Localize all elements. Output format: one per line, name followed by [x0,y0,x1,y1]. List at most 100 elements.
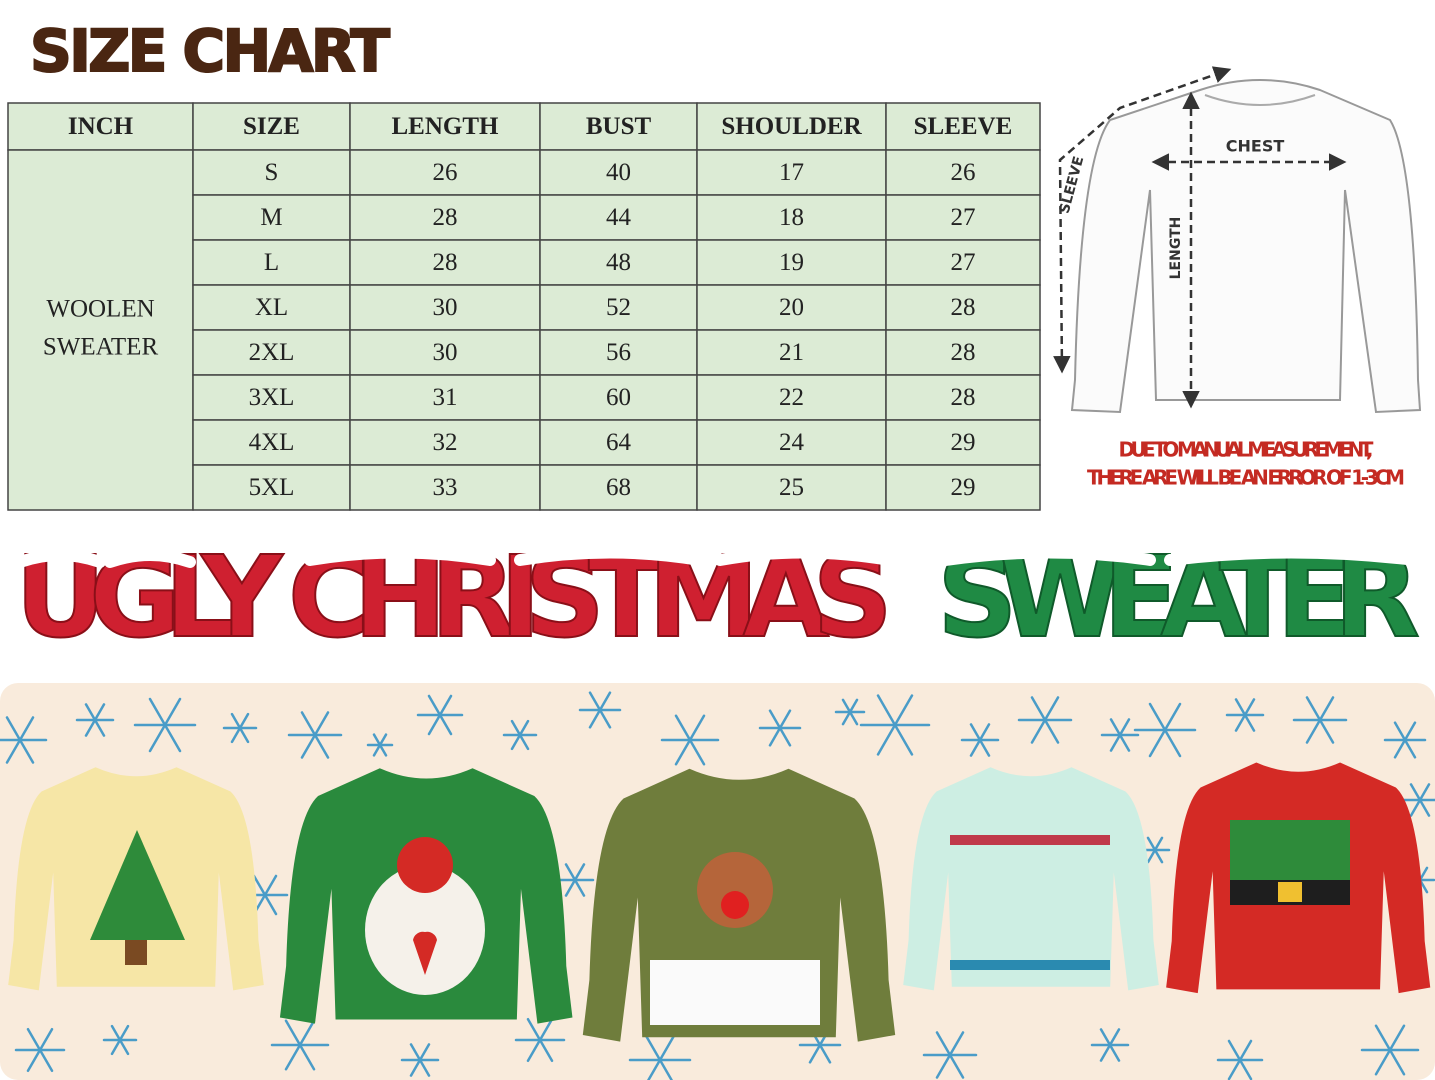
cell-text: 44 [606,204,632,231]
header-cell [885,102,1041,151]
table-cell [349,464,541,511]
snowflake [526,1017,554,1063]
cell-text: 4XL [249,429,295,456]
header-text: BUST [586,113,652,140]
cell-text: 22 [779,384,804,411]
cell-text: 29 [951,474,976,501]
table-cell [696,419,887,466]
table-cell [696,149,887,196]
table-cell [349,284,541,331]
cell-text: 5XL [249,474,295,501]
header-cell [349,102,541,151]
table-cell [885,149,1041,196]
table-cell [192,194,351,241]
header-cell [192,102,351,151]
table-cell [192,284,351,331]
snowflake [427,694,453,736]
table-cell [192,464,351,511]
snowflake [409,1043,431,1077]
snowflake [148,697,182,753]
cell-text: 52 [606,294,631,321]
snowflake [26,1027,54,1073]
table-cell [696,464,887,511]
snowflake [674,714,706,766]
snowflake [84,703,106,737]
snowflake [1374,1024,1406,1076]
snowflake [647,1032,677,1080]
cell-text: L [264,249,279,276]
header-text: INCH [68,113,134,140]
cell-text: 28 [433,249,458,276]
sweater-diagram: CHEST SLEEVE LENGTH DUE TO MANUAL MEASUR… [1053,66,1422,490]
cell-text: 26 [951,159,976,186]
snowflake [300,711,330,759]
cell-text: 24 [779,429,805,456]
snowflake [876,694,914,756]
snowflake [768,709,792,747]
cell-text: 29 [951,429,976,456]
cell-text: 18 [779,204,804,231]
snowflake [1148,702,1182,758]
table-cell [539,239,698,286]
table-cell [885,374,1041,421]
length-label: LENGTH [1168,217,1184,280]
header-text: SLEEVE [914,113,1013,140]
cell-text: 20 [779,294,804,321]
banner: UGLY CHRISTMAS SWEATER [14,532,1421,664]
snowflake [1099,1028,1121,1062]
snowflake [5,716,35,764]
snowflake [1305,696,1335,744]
table-cell [192,239,351,286]
snowflake [564,863,586,897]
snowflake [1393,721,1417,759]
table-cell [349,239,541,286]
header-text: SHOULDER [721,113,862,140]
cell-text: 32 [433,429,458,456]
header-cell [7,102,194,151]
cell-text: 27 [951,249,976,276]
cell-text: 68 [606,474,631,501]
snowflake [230,712,250,744]
cell-text: 28 [951,339,976,366]
chest-label: CHEST [1226,137,1285,156]
group-text: WOOLEN [46,296,154,323]
table-cell [885,194,1041,241]
table-cell [539,194,698,241]
snowflake [841,698,859,726]
cell-text: 25 [779,474,804,501]
cell-text: M [260,204,282,231]
cell-text: 27 [951,204,976,231]
snowflake [588,691,612,729]
cell-text: 56 [606,339,631,366]
cell-text: 30 [433,339,458,366]
table-cell [885,464,1041,511]
table-cell [885,284,1041,331]
header-text: LENGTH [392,113,500,140]
cell-text: 17 [779,159,804,186]
snowflake [1109,718,1131,752]
cell-text: S [265,159,279,186]
table-cell [192,329,351,376]
cell-text: 28 [951,384,976,411]
table-cell [192,419,351,466]
snowflake [372,733,388,757]
cell-text: 33 [433,474,458,501]
snowflake [1234,698,1256,732]
snowflake [284,1019,316,1071]
table-cell [539,419,698,466]
table-cell [539,329,698,376]
table-cell [349,149,541,196]
cell-text: XL [255,294,288,321]
cell-text: 28 [951,294,976,321]
snowflake [1030,696,1060,744]
cell-text: 64 [606,429,632,456]
size-table: INCH SIZE LENGTH BUST SHOULDER SLEEVE WOOLEN SW… [7,102,1041,511]
group-cell [7,149,194,511]
snowflake [935,1031,965,1079]
cell-text: 48 [606,249,631,276]
cell-text: 40 [606,159,631,186]
snowflake [252,874,278,916]
table-cell [696,239,887,286]
table-cell [885,329,1041,376]
